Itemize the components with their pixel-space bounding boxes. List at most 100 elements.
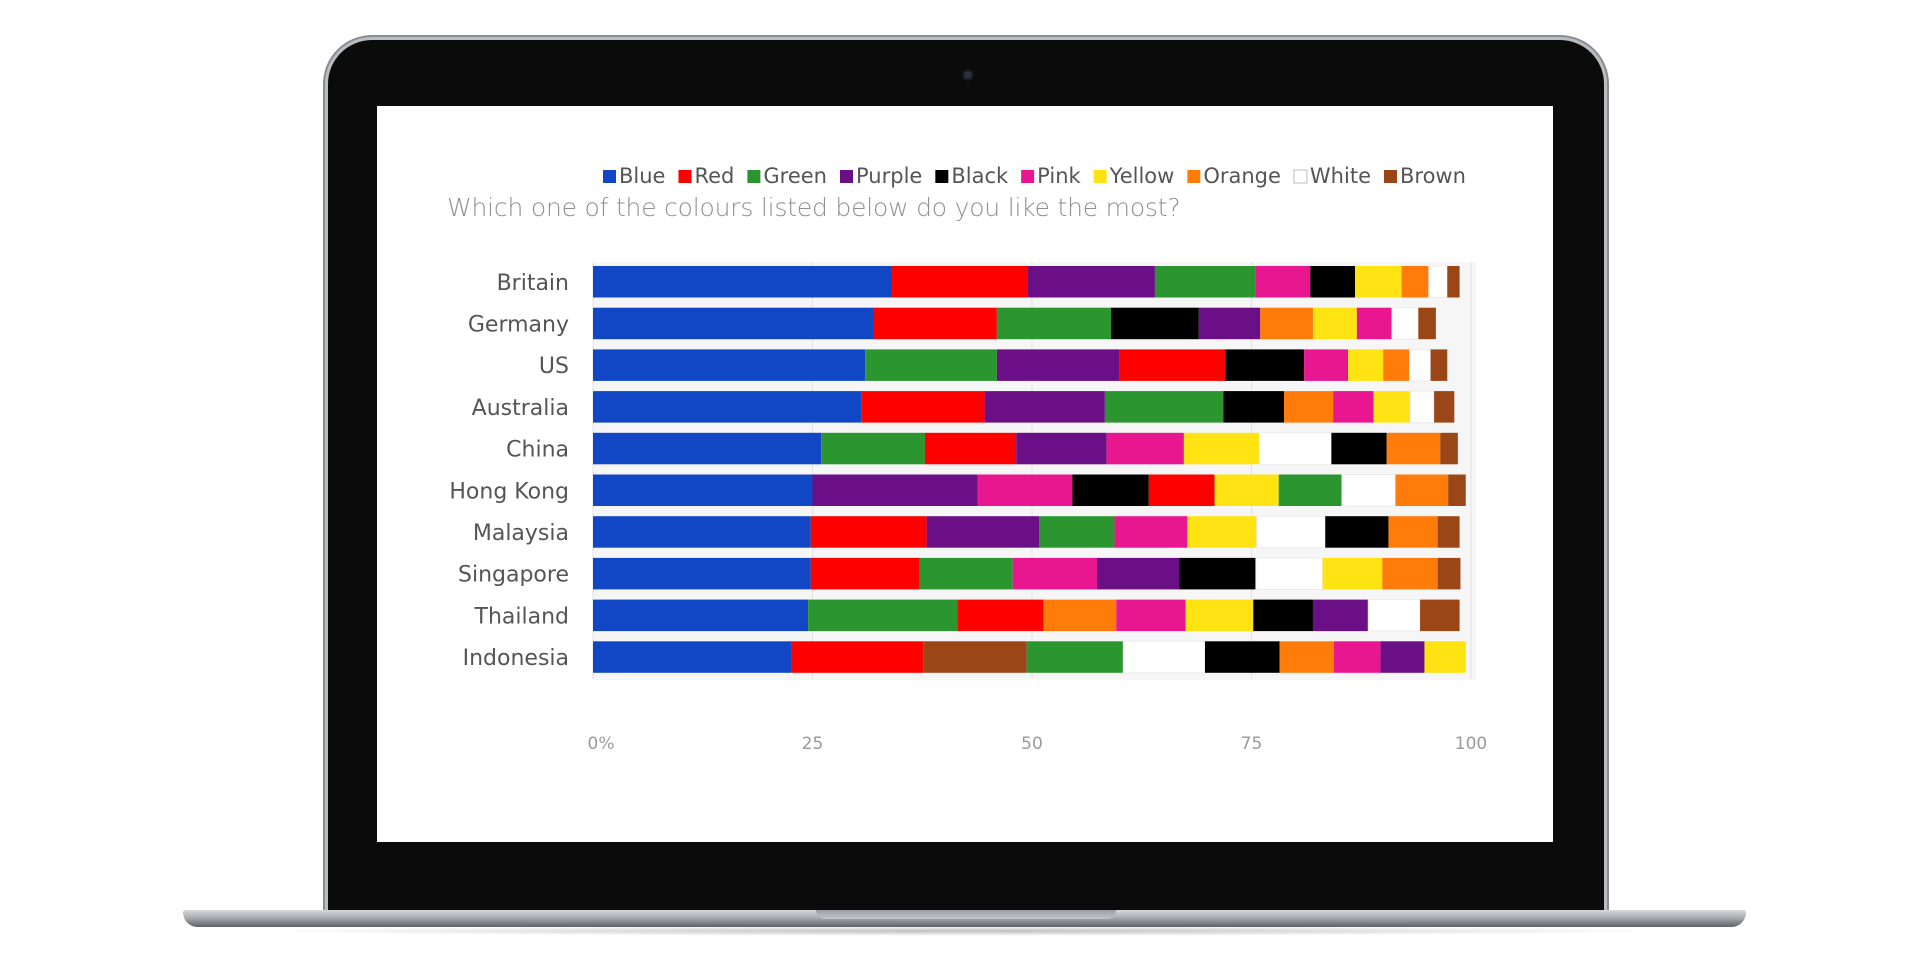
laptop-shadow — [240, 926, 1690, 936]
bar-segment-china-orange — [1386, 432, 1441, 465]
bar-segment-australia-green — [1104, 391, 1224, 423]
bar-segment-australia-orange — [1283, 391, 1334, 423]
legend-label-green: Green — [763, 164, 827, 188]
legend-swatch-green — [747, 170, 761, 183]
legend-item-white: White — [1293, 164, 1371, 188]
bar-segment-us-blue — [593, 349, 866, 381]
bar-segment-singapore-yellow — [1322, 557, 1383, 590]
bar-segment-singapore-orange — [1382, 557, 1438, 590]
bar-segment-malaysia-orange — [1388, 516, 1438, 548]
bar-segment-hong-kong-black — [1072, 474, 1149, 506]
legend-item-orange: Orange — [1187, 164, 1281, 188]
x-tick-label-4: 100 — [1455, 734, 1487, 754]
bar-segment-malaysia-purple — [926, 516, 1040, 548]
legend-swatch-brown — [1383, 170, 1397, 183]
bar-segment-indonesia-orange — [1279, 641, 1335, 673]
bar-segment-us-green — [865, 349, 997, 381]
bar-segment-germany-purple — [1198, 307, 1261, 340]
category-label-thailand: Thailand — [474, 604, 569, 629]
bar-segment-germany-red — [873, 307, 997, 340]
legend-item-red: Red — [678, 164, 734, 188]
bar-segment-malaysia-blue — [593, 516, 811, 548]
legend-item-black: Black — [935, 164, 1009, 188]
legend-label-yellow: Yellow — [1109, 164, 1175, 188]
bar-segment-australia-yellow — [1373, 391, 1411, 423]
bar-segment-us-white — [1409, 348, 1432, 382]
bar-segment-singapore-white — [1255, 557, 1324, 590]
bar-segment-singapore-purple — [1096, 557, 1180, 590]
bar-segment-germany-black — [1111, 307, 1199, 340]
legend-swatch-red — [678, 170, 692, 183]
bar-segment-us-brown — [1430, 349, 1448, 381]
bar-segment-britain-white — [1428, 265, 1448, 298]
category-label-hong-kong: Hong Kong — [449, 479, 569, 504]
bar-segment-thailand-white — [1367, 599, 1421, 632]
bar-row-thailand — [593, 599, 1460, 632]
bar-segment-us-pink — [1304, 349, 1349, 381]
bar-segment-australia-pink — [1333, 391, 1374, 423]
bar-segment-britain-blue — [593, 266, 892, 298]
category-label-malaysia: Malaysia — [473, 521, 569, 546]
legend-label-blue: Blue — [619, 164, 665, 188]
bar-row-hong-kong — [593, 474, 1466, 507]
bar-segment-hong-kong-green — [1278, 474, 1342, 506]
bar-row-malaysia — [593, 515, 1460, 549]
legend-label-pink: Pink — [1037, 164, 1081, 188]
legend-swatch-pink — [1021, 170, 1035, 183]
chart-title: Which one of the colours listed below do… — [447, 193, 1181, 222]
bar-segment-thailand-red — [957, 599, 1044, 632]
category-label-britain: Britain — [497, 271, 569, 296]
bar-segment-malaysia-pink — [1114, 516, 1188, 548]
bar-segment-britain-brown — [1447, 266, 1460, 298]
bar-segment-germany-brown — [1418, 307, 1436, 340]
legend-label-brown: Brown — [1400, 164, 1466, 188]
bar-segment-indonesia-purple — [1380, 641, 1425, 673]
legend-swatch-orange — [1187, 170, 1201, 183]
bar-segment-singapore-green — [919, 557, 1013, 590]
x-tick-label-2: 50 — [1021, 734, 1043, 754]
legend-label-black: Black — [951, 164, 1009, 188]
bar-segment-china-black — [1331, 432, 1387, 465]
bar-segment-hong-kong-blue — [593, 474, 813, 506]
bar-segment-germany-green — [996, 307, 1112, 340]
legend-swatch-blue — [603, 170, 616, 183]
x-tick-label-1: 25 — [802, 734, 824, 754]
bar-segment-china-blue — [593, 432, 822, 465]
legend-swatch-yellow — [1093, 170, 1107, 183]
bar-segment-hong-kong-yellow — [1214, 474, 1279, 506]
bar-segment-indonesia-blue — [593, 641, 792, 673]
bar-segment-britain-yellow — [1355, 266, 1402, 298]
legend-item-pink: Pink — [1021, 164, 1082, 188]
bar-segment-indonesia-green — [1026, 641, 1124, 673]
bar-segment-britain-pink — [1255, 266, 1311, 298]
bar-segment-thailand-green — [808, 599, 958, 632]
bar-segment-china-purple — [1016, 432, 1107, 465]
bar-segment-indonesia-pink — [1334, 641, 1381, 673]
legend-swatch-purple — [840, 170, 853, 183]
legend-item-yellow: Yellow — [1093, 164, 1175, 188]
legend-item-brown: Brown — [1383, 164, 1466, 188]
bar-segment-britain-orange — [1401, 266, 1429, 298]
bar-segment-thailand-purple — [1312, 599, 1369, 632]
bar-segment-australia-blue — [593, 391, 862, 423]
bar-segment-australia-purple — [984, 391, 1105, 423]
bar-segment-malaysia-white — [1256, 515, 1326, 549]
bar-segment-indonesia-brown — [923, 641, 1027, 673]
bar-segment-malaysia-black — [1325, 516, 1389, 548]
bar-segment-malaysia-red — [810, 516, 927, 548]
bar-segment-britain-black — [1310, 266, 1356, 298]
bar-row-australia — [593, 390, 1455, 424]
bar-segment-indonesia-black — [1204, 641, 1280, 673]
bar-segment-hong-kong-red — [1148, 474, 1215, 506]
bar-segment-thailand-brown — [1420, 599, 1460, 632]
bar-segment-hong-kong-purple — [812, 474, 978, 506]
bar-segment-china-yellow — [1183, 432, 1260, 465]
legend-label-orange: Orange — [1203, 164, 1281, 188]
x-tick-label-3: 75 — [1241, 734, 1263, 754]
bar-row-germany — [593, 307, 1436, 340]
bar-segment-australia-red — [861, 391, 985, 423]
bar-segment-hong-kong-brown — [1448, 474, 1466, 506]
stacked-bar-chart: Blue Red Green Purple Black Pink Yellow Orange W… — [449, 164, 1487, 754]
legend-label-white: White — [1310, 164, 1371, 188]
laptop-notch — [816, 910, 1116, 919]
